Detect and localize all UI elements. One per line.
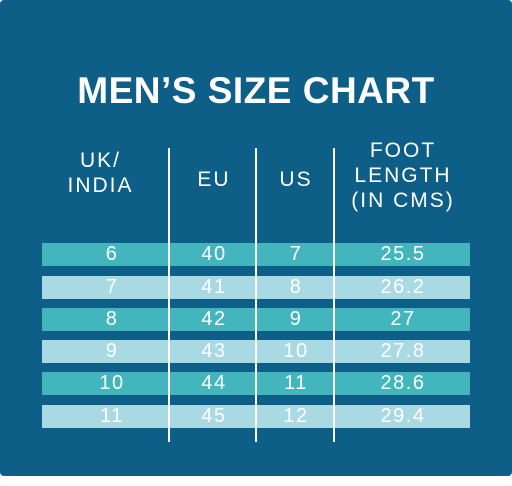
cell-uk: 11 [100, 405, 124, 427]
column-divider [255, 148, 257, 442]
cell-foot: 29.4 [380, 405, 426, 427]
cell-uk: 10 [99, 372, 125, 394]
cell-eu: 40 [201, 243, 227, 265]
cell-foot: 26.2 [380, 276, 426, 298]
cell-eu: 41 [201, 276, 227, 298]
cell-uk: 7 [105, 276, 119, 298]
cell-uk: 8 [105, 308, 119, 330]
cell-us: 12 [283, 405, 309, 427]
header-eu: EU [197, 168, 231, 191]
cell-eu: 43 [201, 340, 227, 362]
footer-strip [0, 476, 512, 486]
cell-us: 11 [284, 372, 308, 394]
header-foot-line3: (IN CMS) [351, 189, 455, 212]
cell-us: 10 [283, 340, 309, 362]
header-foot-line2: LENGTH [354, 164, 452, 187]
cell-eu: 44 [201, 372, 227, 394]
cell-foot: 27.8 [380, 340, 426, 362]
cell-foot: 27 [390, 308, 416, 330]
cell-us: 8 [289, 276, 303, 298]
header-uk-line2: INDIA [67, 174, 134, 197]
chart-title: MEN’S SIZE CHART [77, 70, 435, 111]
cell-foot: 25.5 [380, 243, 426, 265]
header-uk-india: UK/ INDIA [48, 148, 153, 198]
cell-eu: 42 [201, 308, 227, 330]
header-foot-line1: FOOT [369, 139, 437, 162]
cell-us: 9 [289, 308, 303, 330]
cell-uk: 9 [105, 340, 119, 362]
cell-foot: 28.6 [380, 372, 426, 394]
column-divider [168, 148, 170, 442]
header-uk-line1: UK/ [79, 149, 121, 172]
cell-eu: 45 [201, 405, 227, 427]
cell-uk: 6 [105, 243, 119, 265]
cell-us: 7 [289, 243, 303, 265]
size-chart-card: MEN’S SIZE CHART UK/ INDIA EU US FOOT LE… [0, 0, 512, 476]
header-foot-length: FOOT LENGTH (IN CMS) [338, 138, 468, 213]
column-divider [333, 148, 335, 442]
header-us: US [279, 168, 313, 191]
